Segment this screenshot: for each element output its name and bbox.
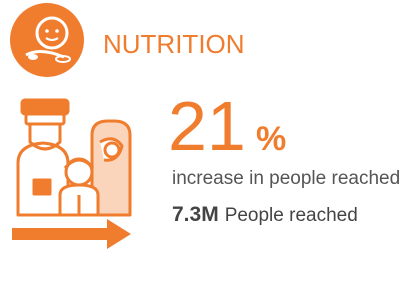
stat-value: 21 bbox=[168, 87, 246, 165]
arrow bbox=[12, 219, 131, 249]
reached-value: 7.3M bbox=[172, 203, 219, 226]
nutrition-icon bbox=[10, 3, 84, 77]
section-title: NUTRITION bbox=[103, 29, 245, 59]
family-icon bbox=[18, 100, 130, 215]
stat-unit: % bbox=[256, 120, 286, 158]
infographic: NUTRITION 21 % increase in people reache… bbox=[0, 0, 413, 291]
stat-caption: increase in people reached bbox=[172, 168, 400, 189]
reached-line: 7.3M People reached bbox=[172, 203, 358, 226]
reached-label: People reached bbox=[225, 205, 358, 226]
